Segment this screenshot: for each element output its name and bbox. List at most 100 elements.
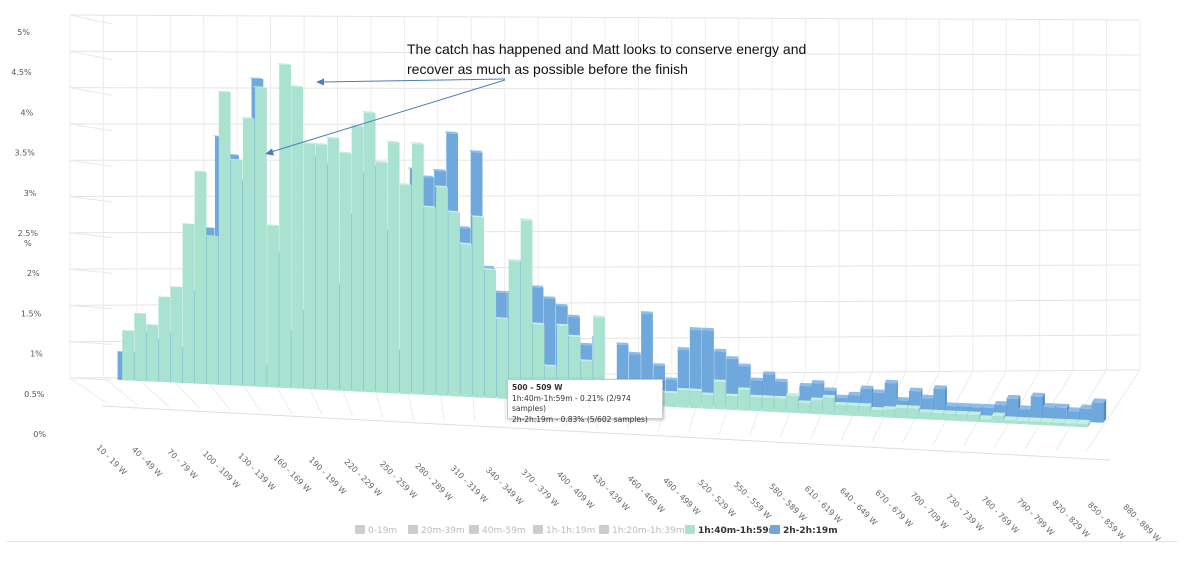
bar-2h-2h19m bbox=[1091, 398, 1107, 423]
bar-front bbox=[810, 400, 823, 415]
bar-top bbox=[1067, 407, 1082, 412]
bar-top bbox=[203, 234, 219, 237]
gridline-floor bbox=[1085, 369, 1141, 453]
bar-1h40m-1h59m bbox=[519, 218, 533, 401]
bar-1h40m-1h59m bbox=[264, 224, 279, 388]
x-tick-label: 130 - 139 W bbox=[236, 451, 277, 492]
bar-front bbox=[750, 397, 762, 412]
bar-top bbox=[567, 314, 580, 318]
bar-top bbox=[446, 210, 460, 214]
bar-top bbox=[943, 410, 957, 415]
x-tick-label: 400 - 409 W bbox=[555, 470, 596, 511]
bar-front bbox=[182, 223, 195, 384]
bar-top bbox=[677, 387, 690, 391]
x-axis-line bbox=[101, 405, 1111, 461]
bar-1h40m-1h59m bbox=[798, 400, 811, 414]
bar-front bbox=[894, 407, 907, 419]
bar-1h40m-1h59m bbox=[227, 158, 243, 386]
bar-top bbox=[955, 410, 969, 415]
gridline-side bbox=[69, 123, 113, 132]
bar-top bbox=[592, 315, 605, 319]
x-tick-label: 520 - 529 W bbox=[696, 478, 737, 519]
bar-top bbox=[640, 311, 653, 315]
bar-1h40m-1h59m bbox=[179, 222, 195, 384]
bar-top bbox=[982, 403, 996, 409]
bar-top bbox=[822, 394, 836, 399]
bar-top bbox=[519, 218, 533, 222]
bar-top bbox=[701, 392, 714, 396]
bar-front bbox=[774, 398, 786, 413]
annotation-arrow-2 bbox=[270, 79, 506, 153]
bar-front bbox=[436, 187, 448, 396]
bar-top bbox=[276, 62, 291, 66]
bar-front bbox=[351, 125, 364, 392]
bar-top bbox=[979, 415, 994, 420]
x-tick-label: 610 - 619 W bbox=[803, 484, 844, 525]
legend: 0-19m 20m-39m 40m-59m 1h-1h:19m 1h:20m-1h:39… bbox=[355, 525, 838, 536]
bar-1h40m-1h59m bbox=[931, 409, 945, 421]
bar-top bbox=[434, 185, 448, 188]
x-tick-label: 820 - 829 W bbox=[1050, 498, 1091, 539]
bar-front bbox=[1015, 420, 1028, 425]
bar-top bbox=[689, 388, 702, 392]
bar-top bbox=[870, 406, 884, 411]
bar-top bbox=[325, 136, 340, 139]
x-tick-label: 340 - 349 W bbox=[484, 466, 525, 507]
bar-front bbox=[255, 87, 267, 388]
bar-top bbox=[420, 175, 434, 178]
bar-top bbox=[738, 387, 751, 391]
bar-front bbox=[870, 410, 883, 418]
bar-top bbox=[628, 351, 641, 355]
bar-1h40m-1h59m bbox=[834, 401, 848, 416]
bar-front bbox=[1027, 421, 1040, 426]
bar-front bbox=[279, 64, 291, 389]
bar-1h40m-1h59m bbox=[215, 90, 231, 386]
x-tick-label: 370 - 379 W bbox=[519, 468, 560, 509]
bar-top bbox=[167, 286, 183, 288]
bar-top bbox=[579, 342, 592, 346]
bar-1h40m-1h59m bbox=[786, 392, 799, 414]
y-tick-label: 2% bbox=[27, 269, 40, 278]
bar-top bbox=[909, 387, 923, 392]
bar-front bbox=[339, 152, 352, 392]
bar-top bbox=[823, 387, 837, 391]
bar-2h-2h19m bbox=[1006, 394, 1021, 420]
bar-front bbox=[979, 418, 992, 423]
bar-top bbox=[1018, 405, 1033, 410]
legend-label: 1h:40m-1h:59m bbox=[698, 526, 778, 536]
bar-top bbox=[846, 402, 860, 407]
bar-top bbox=[543, 364, 557, 367]
legend-label: 20m-39m bbox=[421, 526, 465, 536]
bar-top bbox=[872, 389, 886, 394]
bar-top bbox=[1055, 403, 1070, 408]
x-tick-label: 70 - 79 W bbox=[165, 447, 199, 481]
bar-1h40m-1h59m bbox=[434, 185, 448, 396]
bar-front bbox=[375, 162, 388, 394]
bar-top bbox=[1006, 394, 1021, 400]
bar-top bbox=[248, 77, 264, 80]
bar-front bbox=[122, 330, 134, 381]
gridline-side bbox=[69, 377, 113, 381]
bar-front bbox=[146, 324, 158, 382]
bar-1h40m-1h59m bbox=[507, 258, 521, 400]
bar-1h40m-1h59m bbox=[894, 404, 909, 419]
legend-swatch bbox=[685, 525, 695, 534]
bar-front bbox=[919, 412, 931, 420]
bar-1h40m-1h59m bbox=[774, 395, 787, 413]
bar-front bbox=[327, 138, 340, 391]
x-tick-label: 250 - 259 W bbox=[378, 459, 419, 500]
bar-1h40m-1h59m bbox=[276, 62, 291, 389]
x-tick-label: 880 - 889 W bbox=[1121, 503, 1162, 544]
bar-1h40m-1h59m bbox=[361, 110, 376, 393]
bar-top bbox=[665, 390, 678, 394]
bar-front bbox=[315, 144, 328, 391]
bar-top bbox=[288, 84, 303, 88]
bar-front bbox=[1079, 408, 1092, 423]
bar-1h40m-1h59m bbox=[665, 390, 678, 408]
bar-front bbox=[242, 118, 255, 387]
annotation-arrowhead-1 bbox=[316, 78, 324, 86]
bar-top bbox=[945, 402, 960, 407]
bar-front bbox=[701, 394, 714, 410]
x-tick-label: 460 - 469 W bbox=[626, 474, 667, 515]
bar-top bbox=[616, 342, 629, 346]
